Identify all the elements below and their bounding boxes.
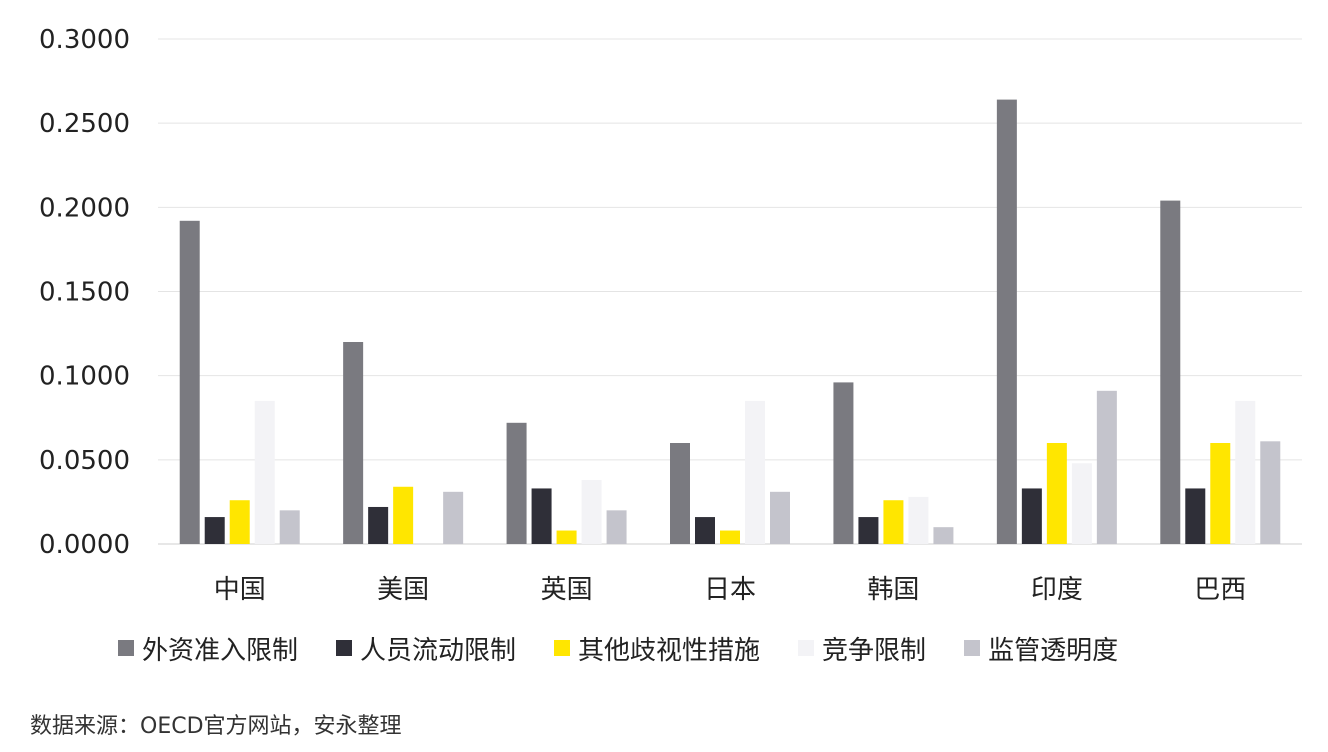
- legend-item: 其他歧视性措施: [554, 630, 760, 667]
- bar: [1096, 390, 1117, 544]
- bar: [720, 530, 740, 544]
- x-tick-label: 日本: [704, 575, 756, 605]
- y-tick-label: 0.1000: [39, 362, 130, 392]
- bar: [443, 491, 464, 544]
- legend-label: 其他歧视性措施: [578, 635, 761, 666]
- gridlines: [158, 38, 1302, 545]
- bar: [1235, 400, 1256, 544]
- legend: 外资准入限制 人员流动限制 其他歧视性措施 竞争限制 监管透明度: [118, 628, 1156, 668]
- legend-item: 人员流动限制: [336, 630, 516, 667]
- bar: [1021, 488, 1042, 544]
- legend-label: 监管透明度: [988, 635, 1119, 666]
- legend-swatch: [798, 640, 815, 656]
- bar: [695, 517, 715, 544]
- bar: [933, 527, 954, 544]
- bar: [1210, 443, 1231, 544]
- y-tick-label: 0.2500: [39, 109, 130, 139]
- bar: [393, 486, 414, 544]
- y-tick-label: 0.0500: [39, 446, 130, 476]
- bar: [1185, 488, 1206, 544]
- legend-swatch: [336, 640, 353, 656]
- bar: [556, 530, 577, 544]
- bar: [770, 491, 790, 544]
- bar: [833, 382, 854, 544]
- x-tick-label: 美国: [377, 575, 429, 605]
- bar: [996, 99, 1017, 544]
- x-tick-label: 中国: [214, 575, 266, 605]
- source-note: 数据来源：OECD官方网站，安永整理: [30, 714, 402, 739]
- bars: [179, 99, 1281, 545]
- y-tick-label: 0.3000: [39, 25, 130, 55]
- x-tick-label: 巴西: [1194, 575, 1246, 605]
- bar: [1046, 443, 1067, 544]
- bar: [204, 517, 225, 544]
- bar: [506, 422, 527, 544]
- bar: [343, 342, 364, 544]
- bar: [1071, 463, 1092, 544]
- bar: [229, 500, 250, 544]
- legend-swatch: [118, 640, 134, 656]
- x-tick-label: 印度: [1031, 575, 1083, 605]
- y-tick-label: 0.1500: [39, 278, 130, 308]
- legend-swatch: [964, 640, 981, 656]
- x-tick-label: 英国: [541, 575, 593, 605]
- bar: [581, 480, 602, 544]
- bar: [254, 400, 275, 544]
- bar: [1160, 200, 1181, 544]
- y-axis-tick-labels: 0.0000 0.0500 0.1000 0.1500 0.2000 0.2500 0.30…: [39, 25, 130, 560]
- bar: [883, 500, 904, 544]
- x-tick-label: 韩国: [867, 575, 919, 605]
- legend-swatch: [554, 640, 571, 656]
- bar: [908, 496, 929, 544]
- bar: [531, 488, 552, 544]
- bar: [670, 443, 690, 544]
- bar-chart: 0.0000 0.0500 0.1000 0.1500 0.2000 0.2500 0.30…: [39, 25, 1302, 605]
- legend-label: 人员流动限制: [360, 635, 517, 666]
- bar: [858, 517, 879, 544]
- legend-label: 竞争限制: [822, 635, 927, 666]
- bar: [179, 220, 200, 545]
- bar: [745, 400, 765, 544]
- y-tick-label: 0.0000: [39, 530, 130, 560]
- bar: [606, 510, 627, 544]
- legend-item: 竞争限制: [798, 630, 926, 667]
- legend-item: 监管透明度: [964, 630, 1118, 667]
- legend-label: 外资准入限制: [142, 635, 299, 666]
- x-axis-tick-labels: 中国 美国 英国 日本 韩国 印度 巴西: [214, 575, 1247, 605]
- bar: [1260, 441, 1281, 544]
- bar: [368, 506, 389, 544]
- bar: [279, 510, 300, 544]
- legend-item: 外资准入限制: [118, 630, 298, 667]
- y-tick-label: 0.2000: [39, 193, 130, 223]
